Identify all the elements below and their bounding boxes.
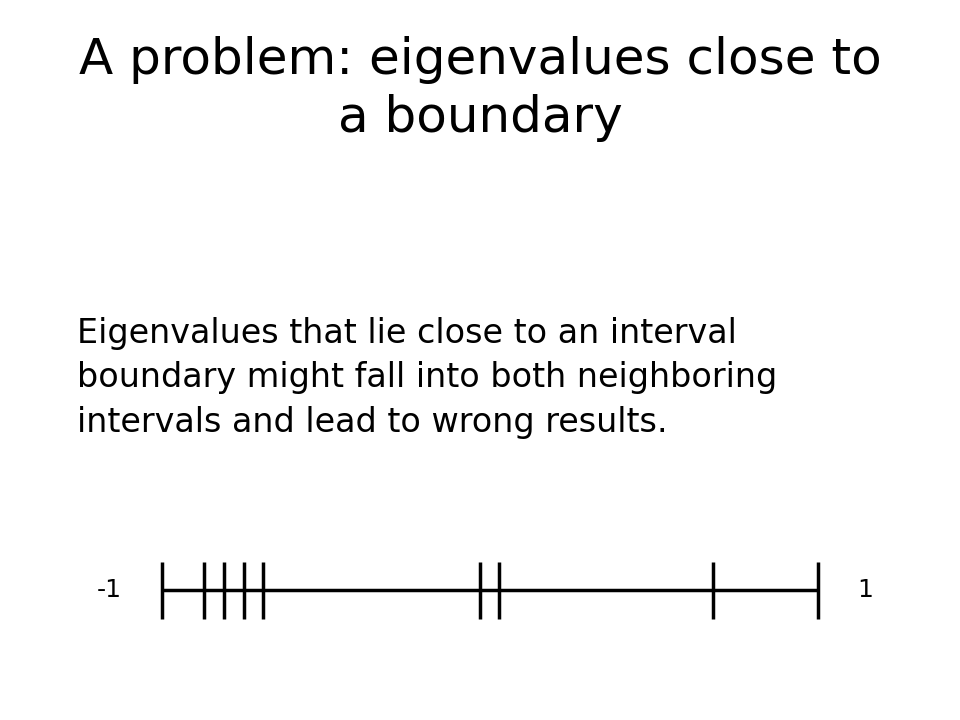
Text: 1: 1 (857, 578, 873, 603)
Text: A problem: eigenvalues close to
a boundary: A problem: eigenvalues close to a bounda… (79, 36, 881, 142)
Text: -1: -1 (97, 578, 122, 603)
Text: Eigenvalues that lie close to an interval
boundary might fall into both neighbor: Eigenvalues that lie close to an interva… (77, 317, 777, 439)
